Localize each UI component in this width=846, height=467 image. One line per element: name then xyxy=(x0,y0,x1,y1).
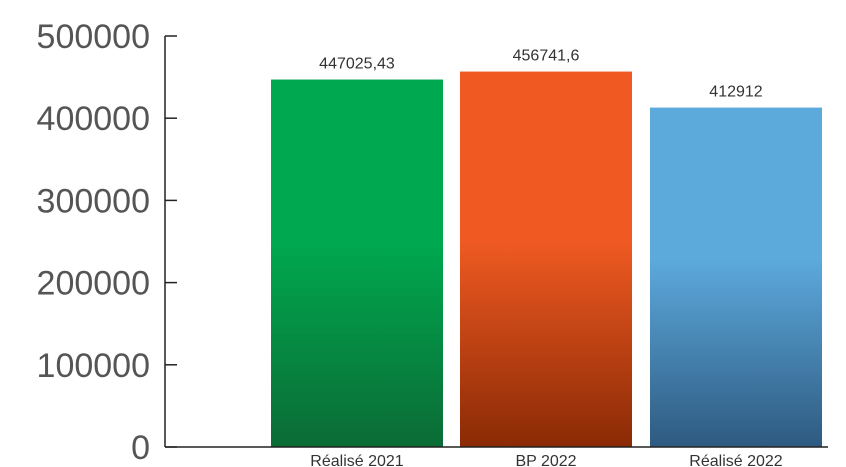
y-tick-label: 500000 xyxy=(37,18,150,56)
bar-2 xyxy=(650,107,822,447)
bar-0 xyxy=(271,79,443,447)
data-labels: 447025,43 456741,6 412912 xyxy=(319,48,763,101)
y-axis: 0 100000 200000 300000 400000 500000 xyxy=(37,18,177,467)
bars xyxy=(271,71,822,447)
data-label-2: 412912 xyxy=(709,84,762,101)
data-label-0: 447025,43 xyxy=(319,56,395,73)
x-tick-label-1: BP 2022 xyxy=(515,453,576,467)
x-tick-label-2: Réalisé 2022 xyxy=(689,453,783,467)
y-tick-label: 100000 xyxy=(37,347,150,385)
y-tick-label: 0 xyxy=(131,429,150,467)
y-tick-label: 200000 xyxy=(37,265,150,303)
y-tick-label: 300000 xyxy=(37,182,150,220)
y-tick-label: 400000 xyxy=(37,100,150,138)
data-label-1: 456741,6 xyxy=(513,48,580,65)
bar-1 xyxy=(460,71,632,447)
x-axis: Réalisé 2021 BP 2022 Réalisé 2022 xyxy=(165,446,828,467)
x-tick-label-0: Réalisé 2021 xyxy=(310,453,404,467)
